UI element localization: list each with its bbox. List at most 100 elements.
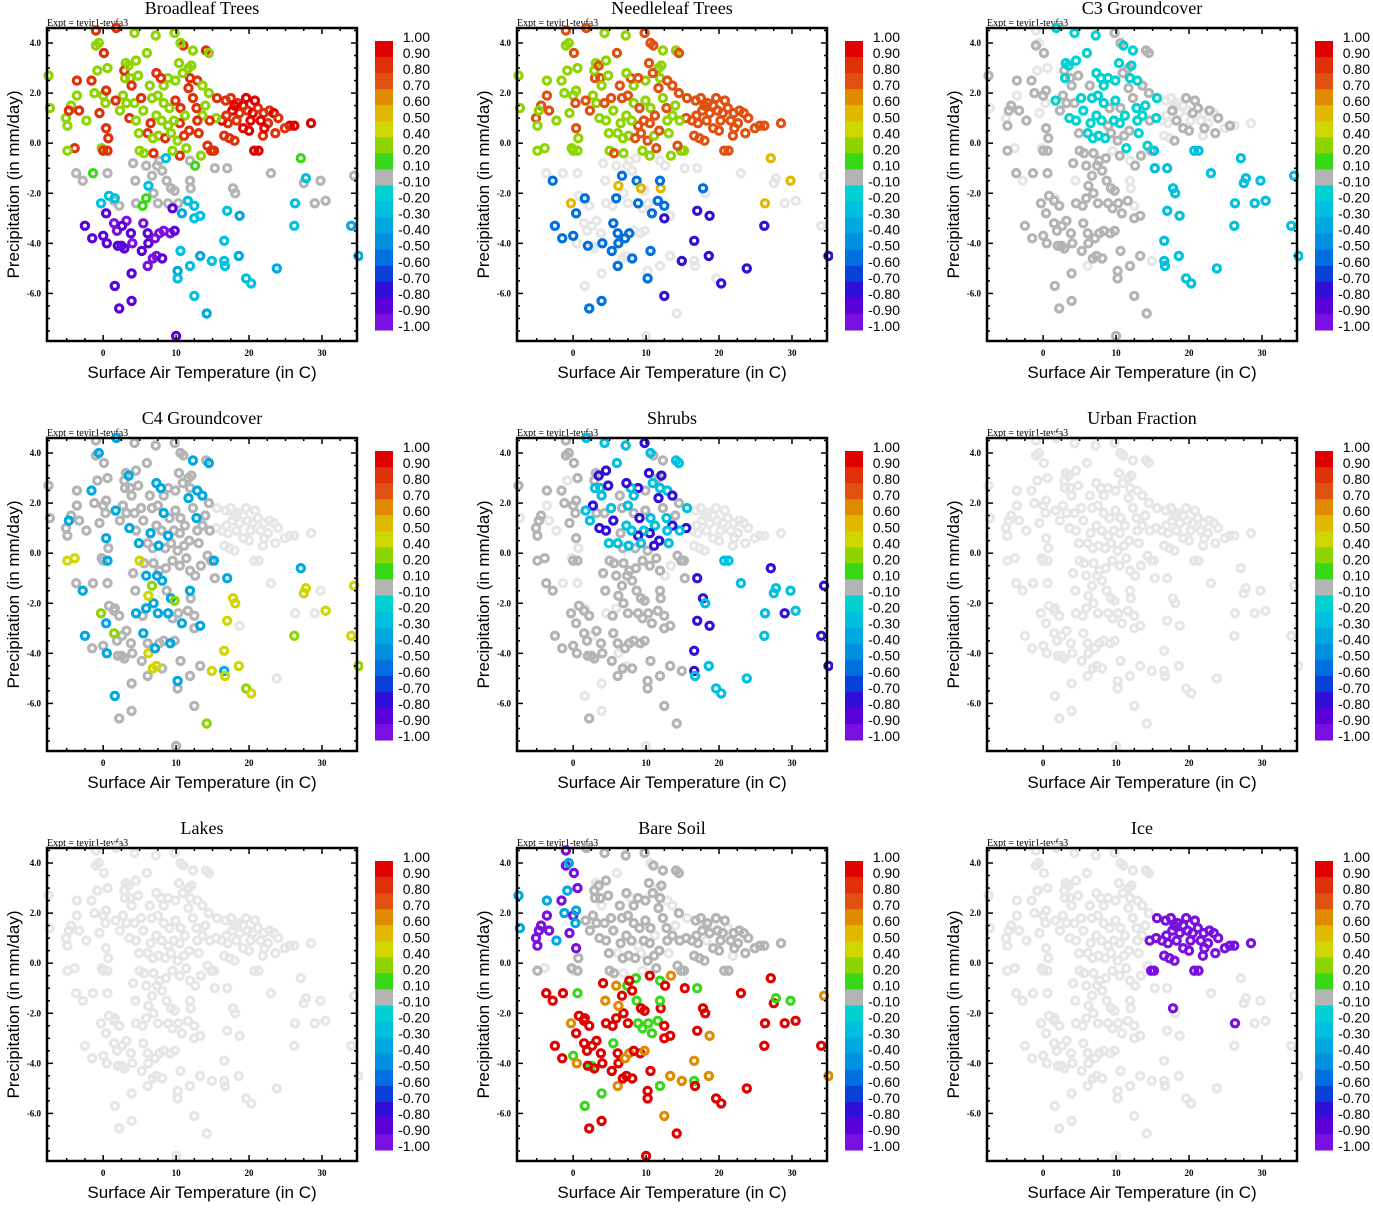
data-point [1149, 982, 1160, 994]
data-point [735, 577, 747, 589]
x-tick-label: 30 [787, 1168, 797, 1178]
x-axis-label: Surface Air Temperature (in C) [87, 773, 316, 792]
data-point [1077, 1020, 1088, 1031]
data-point [1072, 70, 1084, 81]
data-point [152, 500, 164, 511]
data-point [1013, 105, 1025, 116]
data-point [697, 183, 709, 194]
data-point [1229, 198, 1241, 209]
data-point [572, 577, 583, 589]
data-point [624, 228, 635, 239]
data-point [156, 935, 167, 946]
data-point [567, 145, 579, 156]
colorbar-label: -0.80 [868, 286, 900, 302]
colorbar-label: 0.50 [1343, 929, 1370, 945]
data-point [1043, 190, 1055, 201]
data-point [86, 895, 97, 906]
data-point [775, 117, 787, 129]
data-point [573, 600, 585, 611]
data-point [149, 643, 161, 654]
data-point [162, 530, 174, 541]
data-point [89, 907, 100, 919]
data-point [1080, 160, 1092, 171]
data-point [1210, 947, 1221, 959]
data-point [559, 907, 570, 919]
data-point [197, 80, 208, 91]
data-point [710, 502, 722, 514]
data-point [156, 115, 167, 126]
data-point [1109, 1005, 1120, 1016]
data-point [1169, 598, 1181, 609]
data-point [1133, 127, 1144, 139]
data-point [305, 937, 317, 949]
data-point [648, 860, 659, 871]
data-point [1088, 188, 1099, 199]
data-point [1109, 635, 1120, 646]
data-point [134, 555, 145, 566]
colorbar-band [375, 627, 393, 645]
data-point [133, 537, 145, 549]
data-point [599, 507, 610, 519]
data-point [101, 238, 113, 249]
data-point [699, 100, 710, 111]
data-point [600, 525, 612, 536]
data-point [676, 665, 687, 677]
data-point [221, 110, 232, 121]
data-point [102, 987, 113, 999]
data-point [151, 930, 162, 941]
data-point [151, 660, 162, 672]
data-point [1002, 530, 1013, 541]
data-point [1099, 952, 1111, 964]
data-point [622, 198, 634, 209]
colorbar-label: -0.80 [868, 696, 900, 712]
data-point [145, 117, 156, 129]
data-point [204, 935, 215, 946]
data-point [695, 92, 706, 104]
data-point [1081, 867, 1093, 879]
data-point [606, 245, 617, 257]
data-point [1109, 185, 1120, 196]
data-point [635, 947, 647, 959]
data-point [646, 618, 658, 629]
data-point [647, 67, 658, 79]
data-point [570, 942, 582, 954]
colorbar-band [845, 691, 863, 709]
data-point [1180, 273, 1192, 284]
data-point [1082, 228, 1093, 239]
colorbar-band [1315, 531, 1333, 548]
data-point [634, 922, 645, 934]
data-point [1165, 92, 1176, 104]
colorbar-label: -0.10 [1338, 584, 1370, 600]
colorbar-band [375, 515, 393, 532]
data-point [725, 115, 736, 126]
data-point [1110, 95, 1121, 106]
colorbar-band [375, 707, 393, 725]
data-point [570, 85, 582, 96]
data-point [1040, 917, 1051, 929]
data-point [141, 457, 153, 469]
data-point [132, 70, 144, 81]
data-point [595, 1048, 607, 1059]
data-point [168, 525, 180, 536]
data-point [1118, 540, 1130, 551]
data-point [245, 1098, 257, 1109]
data-point [93, 857, 105, 869]
data-point [618, 188, 629, 199]
data-point [1110, 505, 1121, 516]
data-point [547, 175, 558, 186]
data-point [71, 75, 83, 86]
data-point [1069, 437, 1080, 449]
colorbar-band [1315, 611, 1333, 629]
data-point [130, 175, 141, 186]
data-point [723, 965, 734, 976]
data-point [1092, 608, 1104, 619]
colorbar-label: -0.80 [1338, 286, 1370, 302]
data-point [1091, 477, 1102, 489]
data-point [1077, 610, 1088, 621]
colorbar: 1.000.900.800.700.600.500.400.200.10-0.1… [1315, 29, 1370, 334]
data-point [600, 115, 612, 126]
data-point [583, 1123, 595, 1134]
data-point [689, 670, 701, 682]
data-point [248, 965, 260, 976]
colorbar-label: 0.40 [1343, 125, 1370, 141]
